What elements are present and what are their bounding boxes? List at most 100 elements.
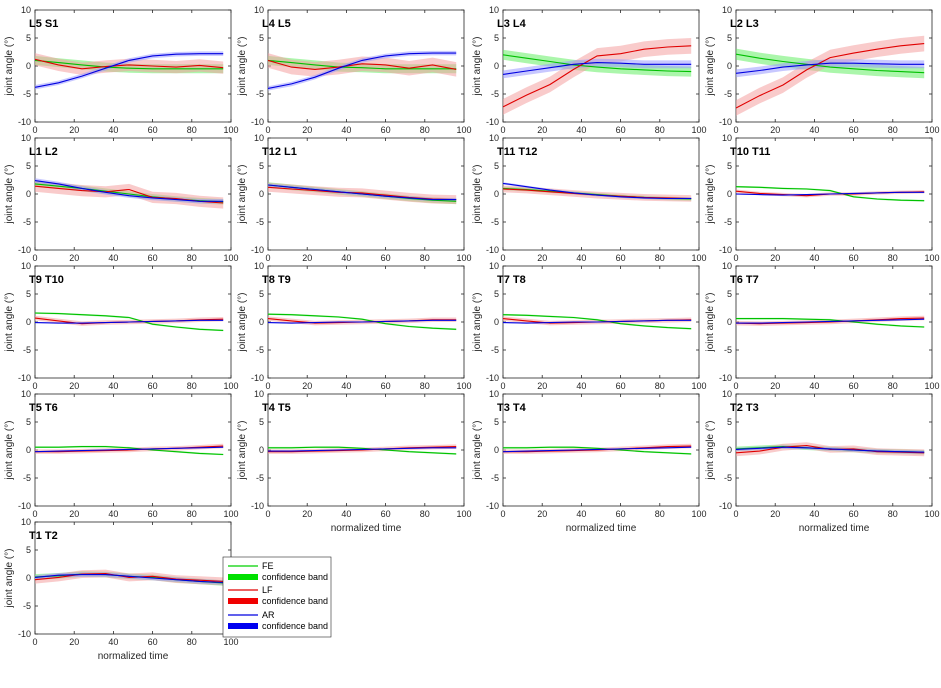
y-tick-label: 5 xyxy=(494,161,499,171)
x-tick-label: 40 xyxy=(809,125,819,135)
y-axis-label: joint angle (°) xyxy=(472,36,483,96)
x-tick-label: 60 xyxy=(381,253,391,263)
x-tick-label: 0 xyxy=(265,253,270,263)
y-tick-label: 0 xyxy=(494,61,499,71)
y-tick-label: 0 xyxy=(259,61,264,71)
y-tick-label: 0 xyxy=(727,61,732,71)
y-tick-label: 5 xyxy=(494,417,499,427)
plot-area xyxy=(35,178,224,209)
series-line-ar xyxy=(35,180,224,202)
y-axis-label: joint angle (°) xyxy=(237,164,248,224)
x-tick-label: 40 xyxy=(809,253,819,263)
series-line-lf xyxy=(503,445,692,453)
x-tick-label: 20 xyxy=(537,509,547,519)
series-line-ar xyxy=(503,319,692,324)
series-line-ar xyxy=(503,446,692,453)
x-tick-label: 80 xyxy=(888,125,898,135)
y-axis-label: joint angle (°) xyxy=(237,420,248,480)
y-tick-label: 5 xyxy=(494,289,499,299)
y-tick-label: -10 xyxy=(18,501,31,511)
series-line-ar xyxy=(503,62,692,75)
y-tick-label: 0 xyxy=(259,445,264,455)
x-tick-label: 60 xyxy=(849,509,859,519)
y-tick-label: 10 xyxy=(489,389,499,399)
confidence-band-ar xyxy=(35,572,224,585)
x-tick-label: 0 xyxy=(733,381,738,391)
y-tick-label: -5 xyxy=(724,217,732,227)
panel-title: L4 L5 xyxy=(262,18,291,30)
confidence-band-lf xyxy=(268,53,457,77)
x-tick-label: 80 xyxy=(655,125,665,135)
y-axis-label: joint angle (°) xyxy=(705,164,716,224)
series-line-fe xyxy=(268,59,457,70)
y-tick-label: -10 xyxy=(251,373,264,383)
y-tick-label: 10 xyxy=(489,5,499,15)
x-tick-label: 20 xyxy=(770,125,780,135)
x-tick-label: 0 xyxy=(32,381,37,391)
y-tick-label: 10 xyxy=(722,133,732,143)
legend-swatch-fe-band xyxy=(228,574,258,580)
y-tick-label: 0 xyxy=(494,317,499,327)
y-tick-label: -10 xyxy=(486,245,499,255)
x-tick-label: 40 xyxy=(341,509,351,519)
x-tick-label: 40 xyxy=(108,381,118,391)
series-line-fe xyxy=(503,446,692,455)
x-tick-label: 60 xyxy=(616,381,626,391)
plot-area xyxy=(268,313,457,331)
plot-area xyxy=(268,182,457,205)
y-tick-label: 5 xyxy=(259,161,264,171)
x-tick-label: 20 xyxy=(69,381,79,391)
x-tick-label: 80 xyxy=(420,253,430,263)
x-tick-label: 20 xyxy=(770,253,780,263)
series-line-lf xyxy=(35,58,224,70)
x-tick-label: 20 xyxy=(69,637,79,647)
legend-entry-fe: FE xyxy=(228,561,274,571)
x-tick-label: 20 xyxy=(302,509,312,519)
y-tick-label: -5 xyxy=(23,473,31,483)
y-tick-label: 5 xyxy=(727,161,732,171)
series-line-fe xyxy=(503,54,692,73)
x-tick-label: 0 xyxy=(500,381,505,391)
y-tick-label: 10 xyxy=(489,133,499,143)
x-tick-label: 0 xyxy=(265,509,270,519)
x-tick-label: 40 xyxy=(809,509,819,519)
x-tick-label: 40 xyxy=(108,253,118,263)
panel-title: T10 T11 xyxy=(730,146,770,158)
y-tick-label: 5 xyxy=(26,417,31,427)
x-tick-label: 80 xyxy=(888,381,898,391)
y-tick-label: -5 xyxy=(491,217,499,227)
x-tick-label: 80 xyxy=(420,381,430,391)
y-tick-label: 5 xyxy=(727,289,732,299)
plot-area xyxy=(736,35,925,116)
x-tick-label: 100 xyxy=(924,125,939,135)
x-tick-label: 60 xyxy=(849,125,859,135)
confidence-band-ar xyxy=(503,58,692,79)
series-line-ar xyxy=(736,62,925,74)
x-tick-label: 80 xyxy=(655,509,665,519)
y-axis-label: joint angle (°) xyxy=(4,36,15,96)
plot-area xyxy=(736,442,925,457)
legend-entry-ar: AR xyxy=(228,610,275,620)
x-tick-label: 40 xyxy=(341,253,351,263)
y-tick-label: 10 xyxy=(489,261,499,271)
y-tick-label: -10 xyxy=(719,373,732,383)
y-tick-label: -10 xyxy=(486,501,499,511)
x-tick-label: 20 xyxy=(537,125,547,135)
legend-label-fe: FE xyxy=(262,561,274,571)
y-tick-label: 0 xyxy=(727,445,732,455)
x-tick-label: 80 xyxy=(888,253,898,263)
x-tick-label: 60 xyxy=(381,381,391,391)
x-tick-label: 80 xyxy=(420,125,430,135)
y-tick-label: 10 xyxy=(722,5,732,15)
y-tick-label: 0 xyxy=(26,317,31,327)
x-tick-label: 20 xyxy=(302,253,312,263)
x-tick-label: 0 xyxy=(500,509,505,519)
x-tick-label: 20 xyxy=(69,125,79,135)
x-tick-label: 60 xyxy=(381,125,391,135)
y-axis-label: joint angle (°) xyxy=(4,420,15,480)
